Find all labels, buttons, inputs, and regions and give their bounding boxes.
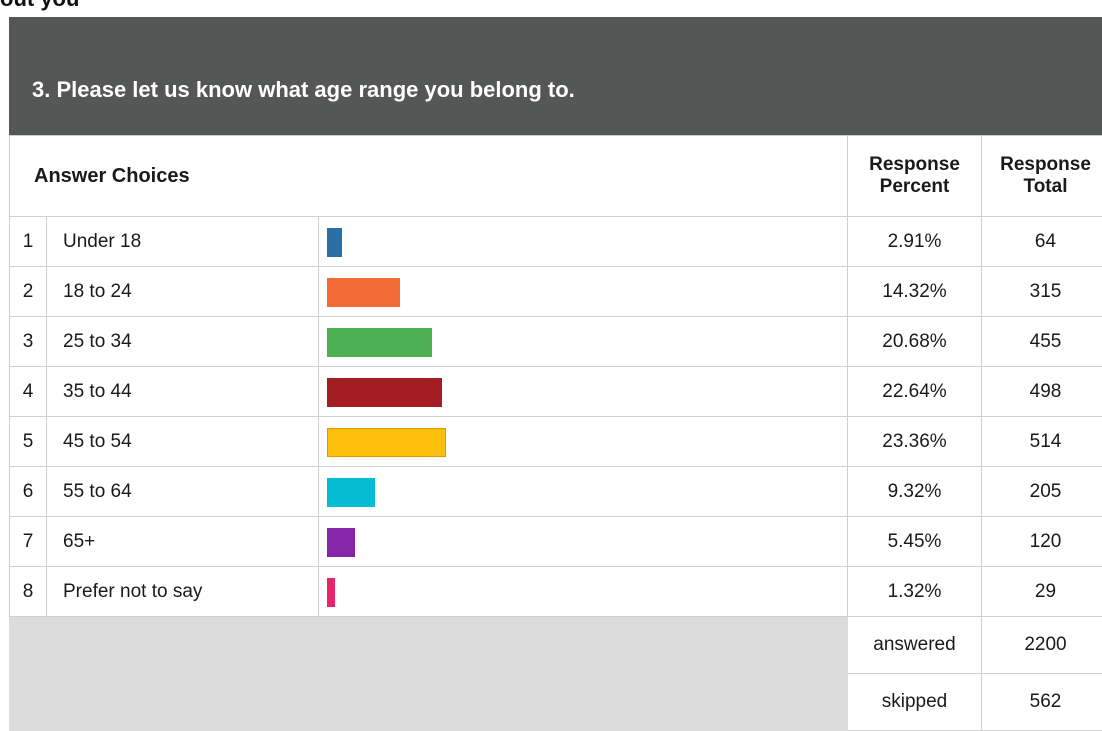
response-total: 514 xyxy=(982,417,1102,467)
skipped-value: 562 xyxy=(982,674,1102,731)
section-title: out you xyxy=(0,0,79,12)
response-total: 120 xyxy=(982,517,1102,567)
row-number: 5 xyxy=(10,417,47,467)
row-number: 1 xyxy=(10,217,47,267)
answered-value: 2200 xyxy=(982,617,1102,674)
row-number: 4 xyxy=(10,367,47,417)
skipped-label: skipped xyxy=(848,674,982,731)
response-total: 315 xyxy=(982,267,1102,317)
summary-spacer xyxy=(10,674,848,731)
bar-cell xyxy=(319,217,848,267)
response-percent: 20.68% xyxy=(848,317,982,367)
category-label: Prefer not to say xyxy=(47,567,319,617)
answered-label: answered xyxy=(848,617,982,674)
bar-1 xyxy=(327,228,342,257)
bar-cell xyxy=(319,417,848,467)
response-percent: 14.32% xyxy=(848,267,982,317)
bar-6 xyxy=(327,478,375,507)
category-label: 65+ xyxy=(47,517,319,567)
row-number: 6 xyxy=(10,467,47,517)
category-label: 55 to 64 xyxy=(47,467,319,517)
bar-3 xyxy=(327,328,432,357)
bar-cell xyxy=(319,367,848,417)
bar-cell xyxy=(319,467,848,517)
summary-spacer xyxy=(10,617,848,674)
response-total: 498 xyxy=(982,367,1102,417)
response-percent: 22.64% xyxy=(848,367,982,417)
bar-cell xyxy=(319,517,848,567)
answer-choices-header: Answer Choices xyxy=(10,136,848,217)
response-percent-header-line1: Response xyxy=(848,154,981,176)
response-percent-header-line2: Percent xyxy=(848,176,981,198)
response-percent: 5.45% xyxy=(848,517,982,567)
response-total: 205 xyxy=(982,467,1102,517)
category-label: 45 to 54 xyxy=(47,417,319,467)
question-header: 3. Please let us know what age range you… xyxy=(9,17,1102,135)
answered-row: answered 2200 xyxy=(10,617,1102,674)
results-table: Answer Choices Response Percent Response… xyxy=(9,135,1102,731)
response-percent-header: Response Percent xyxy=(848,136,982,217)
response-percent: 23.36% xyxy=(848,417,982,467)
category-label: 35 to 44 xyxy=(47,367,319,417)
response-total: 64 xyxy=(982,217,1102,267)
response-total-header-line1: Response xyxy=(982,154,1102,176)
bar-cell xyxy=(319,267,848,317)
response-percent: 1.32% xyxy=(848,567,982,617)
row-number: 3 xyxy=(10,317,47,367)
category-label: Under 18 xyxy=(47,217,319,267)
bar-cell xyxy=(319,317,848,367)
row-number: 8 xyxy=(10,567,47,617)
question-title: 3. Please let us know what age range you… xyxy=(32,77,575,103)
row-number: 2 xyxy=(10,267,47,317)
response-percent: 2.91% xyxy=(848,217,982,267)
skipped-row: skipped 562 xyxy=(10,674,1102,731)
bar-8 xyxy=(327,578,335,607)
response-total-header-line2: Total xyxy=(982,176,1102,198)
response-total: 29 xyxy=(982,567,1102,617)
bar-cell xyxy=(319,567,848,617)
response-percent: 9.32% xyxy=(848,467,982,517)
bar-7 xyxy=(327,528,355,557)
bar-5 xyxy=(327,428,446,457)
table-header-row: Answer Choices Response Percent Response… xyxy=(10,136,1102,217)
bar-2 xyxy=(327,278,400,307)
response-total-header: Response Total xyxy=(982,136,1102,217)
row-number: 7 xyxy=(10,517,47,567)
category-label: 18 to 24 xyxy=(47,267,319,317)
bar-4 xyxy=(327,378,442,407)
category-label: 25 to 34 xyxy=(47,317,319,367)
response-total: 455 xyxy=(982,317,1102,367)
